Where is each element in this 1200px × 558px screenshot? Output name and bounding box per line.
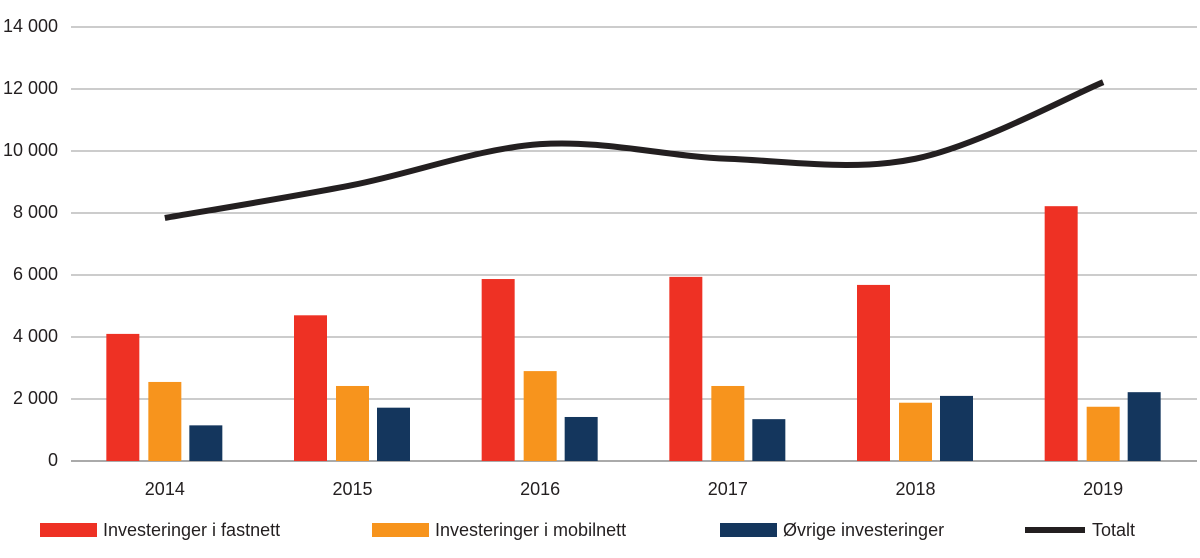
y-tick-label: 12 000 — [3, 78, 58, 98]
bar — [481, 279, 515, 461]
y-tick-label: 0 — [48, 450, 58, 470]
y-tick-label: 10 000 — [3, 140, 58, 160]
bar — [899, 402, 932, 461]
bar — [377, 407, 410, 461]
y-tick-label: 6 000 — [13, 264, 58, 284]
y-tick-label: 14 000 — [3, 16, 58, 36]
legend-label: Investeringer i mobilnett — [435, 520, 626, 540]
bar — [523, 371, 557, 461]
x-tick-label: 2016 — [520, 479, 560, 499]
bar — [294, 315, 327, 461]
bar — [189, 425, 223, 461]
x-tick-label: 2017 — [708, 479, 748, 499]
legend-label: Investeringer i fastnett — [103, 520, 280, 540]
y-tick-label: 4 000 — [13, 326, 58, 346]
bar — [336, 385, 369, 461]
legend-swatch — [720, 523, 777, 537]
legend-label: Totalt — [1092, 520, 1135, 540]
bar — [148, 381, 182, 461]
x-tick-label: 2018 — [895, 479, 935, 499]
bar — [1127, 392, 1161, 461]
bar — [711, 385, 745, 461]
bar — [1086, 406, 1120, 461]
bar — [940, 395, 973, 461]
bar — [1044, 206, 1078, 461]
legend-label: Øvrige investeringer — [783, 520, 944, 540]
bar — [857, 284, 890, 461]
bar — [564, 416, 598, 461]
x-tick-label: 2019 — [1083, 479, 1123, 499]
x-tick-label: 2014 — [145, 479, 185, 499]
y-tick-label: 8 000 — [13, 202, 58, 222]
bar — [106, 333, 140, 461]
x-tick-label: 2015 — [332, 479, 372, 499]
bar — [669, 276, 703, 461]
bar — [752, 419, 786, 461]
legend-swatch — [372, 523, 429, 537]
line — [164, 79, 1105, 221]
legend-swatch — [40, 523, 97, 537]
y-tick-label: 2 000 — [13, 388, 58, 408]
